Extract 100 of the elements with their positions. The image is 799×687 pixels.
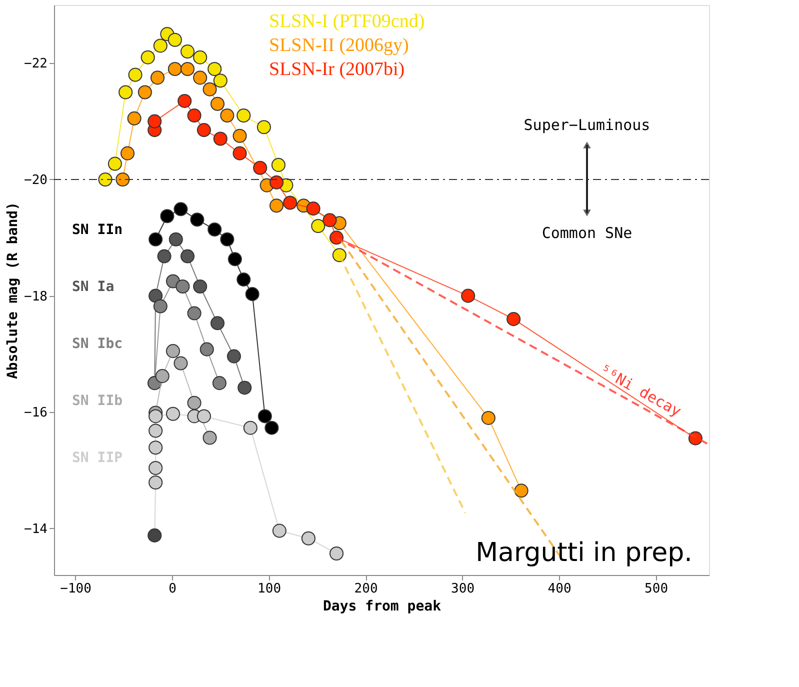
point [148,232,163,246]
point [148,424,163,438]
point [245,287,260,302]
point [153,299,168,314]
point [176,280,190,294]
point [226,349,241,364]
x-tick-label: 500 [644,582,668,596]
point [283,196,298,210]
point [148,288,163,303]
point [108,156,122,171]
point [180,249,195,264]
point [174,202,188,216]
point [190,212,204,227]
point [166,406,180,421]
point [116,172,130,186]
y-axis-title: Absolute mag (R band) [5,202,22,380]
point [118,85,133,100]
text: SN Ia [72,279,114,295]
point [148,409,163,424]
point [196,409,211,424]
point [128,68,142,82]
point [127,111,142,126]
point [202,82,217,96]
point [157,249,172,264]
point [187,108,202,123]
point [208,222,222,237]
point [148,476,163,490]
point [514,484,528,498]
point [322,213,337,228]
point [311,219,326,234]
point [187,306,202,320]
point [329,546,344,560]
point [220,232,234,246]
annotation: Super−Luminous [524,116,650,134]
point [168,232,183,246]
y-tick-label: −20 [24,172,48,188]
point [306,202,320,216]
point [180,62,195,76]
point [481,410,496,425]
x-axis-title: Days from peak [322,598,442,614]
point [168,32,182,47]
x-tick-label: 300 [451,582,475,596]
point [232,128,247,143]
point [236,272,251,287]
point [200,342,214,356]
x-tick-label: −100 [60,582,92,596]
point [166,344,180,358]
point [148,528,162,542]
text: SLSN-Ir (2007bi) [269,59,405,80]
point [272,524,286,538]
point [213,132,228,146]
point [461,288,476,303]
annotation: Common SNe [542,224,632,242]
x-tick-label: 200 [354,582,378,596]
point [148,114,162,128]
x-tick-label: 0 [168,582,176,596]
series-label: SN IIb [72,393,123,409]
point [220,108,234,123]
point [168,62,182,76]
point [271,158,286,172]
series-label: SN IIn [72,222,123,238]
point [213,74,228,88]
point [243,420,258,435]
point [256,120,271,134]
point [174,356,188,370]
point [208,62,222,76]
point [202,430,217,445]
annotation: Margutti in prep. [476,538,692,568]
x-tick-label: 400 [548,582,572,596]
point [264,420,279,435]
point [178,94,192,108]
point [301,531,316,546]
point [138,85,152,100]
point [150,70,165,85]
point [193,280,208,294]
point [148,460,163,475]
point [210,316,225,330]
point [193,50,208,64]
point [270,175,284,190]
point [212,376,226,390]
y-tick-label: −16 [24,406,48,421]
point [193,70,208,85]
point [98,172,112,186]
point [228,252,242,266]
y-tick-label: −22 [24,56,48,72]
point [153,38,168,53]
x-tick-label: 100 [258,582,282,596]
point [258,409,272,424]
point [238,380,252,395]
point [187,396,202,410]
point [120,146,135,160]
point [253,160,268,175]
point [270,198,284,213]
y-tick-label: −18 [24,289,48,304]
point [506,312,521,326]
text: SLSN-I (PTF09cnd) [269,11,425,32]
point [160,209,174,224]
point [180,44,195,59]
text: SLSN-II (2006gy) [269,35,409,56]
point [155,369,170,384]
